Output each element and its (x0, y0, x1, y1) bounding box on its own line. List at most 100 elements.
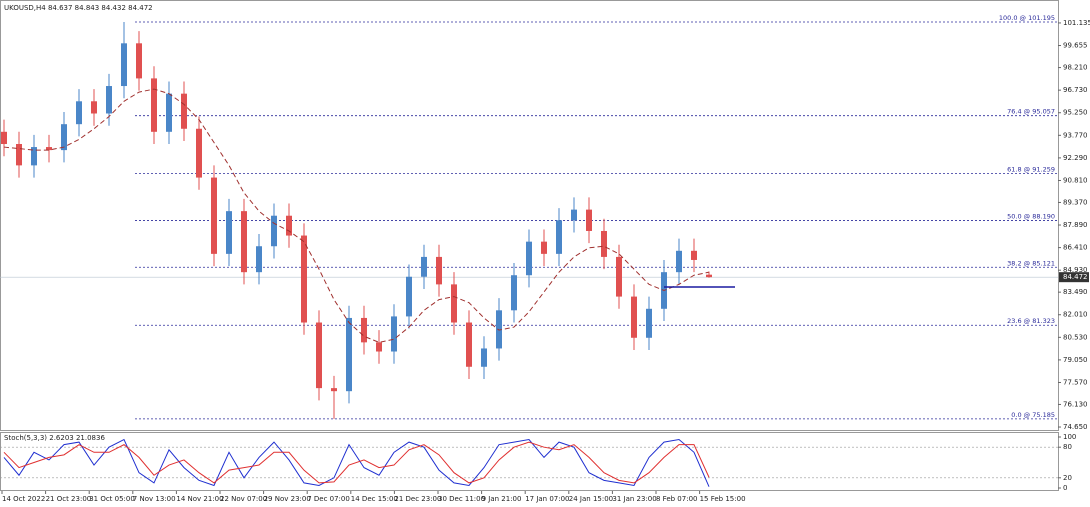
candle-body (316, 322, 322, 389)
stoch-tick-label: 20 (1063, 474, 1072, 482)
y-tick-label: 98.210 (1063, 64, 1088, 72)
candle-body (421, 256, 427, 277)
candle-body (301, 235, 307, 323)
x-tick-label: 15 Feb 15:00 (700, 495, 746, 503)
candle-body (346, 317, 352, 392)
y-tick-label: 76.130 (1063, 400, 1088, 408)
y-tick-label: 99.655 (1063, 42, 1088, 50)
candle-body (691, 250, 697, 260)
y-tick-label: 74.650 (1063, 423, 1088, 431)
y-tick-label: 92.290 (1063, 154, 1088, 162)
x-tick-label: 29 Nov 23:00 (264, 495, 311, 503)
x-tick-label: 7 Nov 13:00 (133, 495, 176, 503)
candle-body (226, 211, 232, 254)
stoch-line (3, 438, 710, 487)
stoch-tick-label: 0 (1063, 484, 1067, 492)
y-tick-label: 86.410 (1063, 244, 1088, 252)
candle-body (376, 342, 382, 352)
y-tick-label: 83.490 (1063, 288, 1088, 296)
stoch-line (3, 441, 710, 484)
stoch-tick-label: 80 (1063, 443, 1072, 451)
candle-body (16, 144, 22, 166)
candle-body (196, 128, 202, 178)
x-tick-label: 21 Dec 23:00 (394, 495, 441, 503)
moving-average (3, 88, 710, 343)
candle-body (541, 241, 547, 254)
candle-body (481, 348, 487, 367)
stoch-tick-label: 100 (1063, 433, 1076, 441)
candle-body (496, 310, 502, 349)
candle-body (601, 230, 607, 257)
y-tick-label: 79.050 (1063, 356, 1088, 364)
candle-body (631, 296, 637, 338)
y-tick-label: 101.135 (1063, 19, 1090, 27)
x-tick-label: 14 Nov 21:00 (176, 495, 223, 503)
x-tick-label: 8 Feb 07:00 (656, 495, 697, 503)
candle-body (676, 250, 682, 273)
fib-label: 50.0 @ 88.190 (1007, 212, 1055, 220)
stoch-title: Stoch(5,3,3) 2.6203 21.0836 (4, 434, 105, 442)
price-panel (0, 0, 1059, 431)
y-tick-label: 84.930 (1063, 266, 1088, 274)
current-price-label: 84.472 (1063, 273, 1088, 281)
candle-body (241, 211, 247, 273)
candle-body (466, 322, 472, 367)
candle-body (151, 78, 157, 132)
candle-body (331, 388, 337, 392)
y-tick-label: 82.010 (1063, 311, 1088, 319)
fib-label: 23.6 @ 81.323 (1007, 317, 1055, 325)
y-tick-label: 77.570 (1063, 378, 1088, 386)
x-tick-label: 14 Dec 15:00 (351, 495, 398, 503)
candle-body (1, 131, 7, 145)
candle-body (526, 241, 532, 276)
fib-label: 0.0 @ 75.185 (1011, 411, 1055, 419)
candle-body (106, 86, 112, 114)
current-price-box (1059, 272, 1089, 283)
x-tick-label: 14 Oct 2022 (2, 495, 45, 503)
candle-body (61, 124, 67, 151)
candle-body (616, 256, 622, 297)
chart-title: UKOUSD,H4 84.637 84.843 84.432 84.472 (4, 4, 153, 12)
candle-body (286, 215, 292, 236)
fib-label: 76.4 @ 95.057 (1007, 108, 1055, 116)
x-tick-label: 9 Jan 21:00 (482, 495, 522, 503)
x-tick-label: 7 Dec 07:00 (307, 495, 350, 503)
candle-body (121, 43, 127, 87)
candle-body (136, 43, 142, 79)
y-tick-label: 93.770 (1063, 131, 1088, 139)
y-tick-label: 90.810 (1063, 176, 1088, 184)
candle-body (211, 177, 217, 254)
candle-body (646, 308, 652, 338)
candle-body (406, 276, 412, 317)
candle-body (166, 93, 172, 132)
x-tick-label: 22 Nov 07:00 (220, 495, 267, 503)
fib-label: 61.8 @ 91.259 (1007, 166, 1055, 174)
y-tick-label: 80.530 (1063, 333, 1088, 341)
candle-body (706, 274, 712, 278)
candle-body (451, 284, 457, 323)
candle-body (181, 93, 187, 129)
candle-body (571, 209, 577, 221)
candle-body (586, 209, 592, 231)
candle-body (436, 256, 442, 285)
candle-body (271, 215, 277, 247)
candle-body (256, 246, 262, 273)
y-tick-label: 89.370 (1063, 198, 1088, 206)
candle-body (391, 316, 397, 352)
y-tick-label: 95.250 (1063, 109, 1088, 117)
x-tick-label: 31 Jan 23:00 (612, 495, 656, 503)
stoch-panel (0, 432, 1059, 491)
candle-body (31, 147, 37, 166)
candle-body (76, 101, 82, 125)
x-tick-label: 17 Jan 07:00 (525, 495, 569, 503)
x-tick-label: 24 Jan 15:00 (569, 495, 613, 503)
x-tick-label: 31 Oct 05:00 (89, 495, 135, 503)
y-tick-label: 87.890 (1063, 221, 1088, 229)
candle-body (91, 101, 97, 114)
fib-label: 38.2 @ 85.121 (1007, 259, 1055, 267)
candle-body (46, 147, 52, 151)
x-tick-label: 30 Dec 11:00 (438, 495, 485, 503)
fib-label: 100.0 @ 101.195 (999, 14, 1055, 22)
x-tick-label: 21 Oct 23:00 (46, 495, 92, 503)
